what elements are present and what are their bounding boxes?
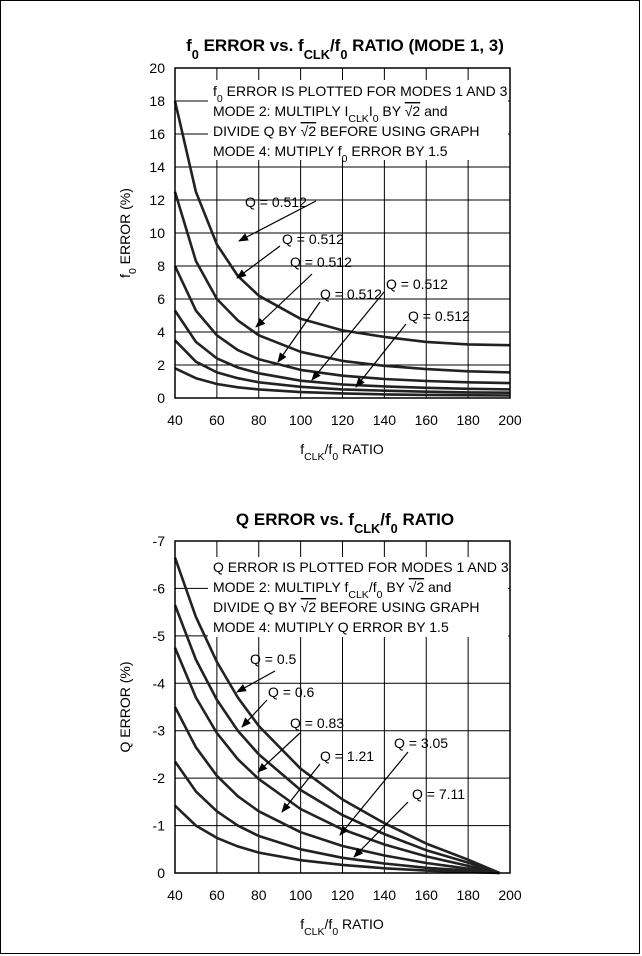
y-axis-label: Q ERROR (%) [117,662,133,753]
x-axis-label: fCLK/f0 RATIO [300,441,384,463]
x-tick-label: 120 [331,887,355,903]
annotation-label: Q = 1.21 [320,748,374,764]
series-line-4 [173,706,500,875]
chart-1: f0 ERROR IS PLOTTED FOR MODES 1 AND 3MOD… [117,36,522,463]
annotation-label: Q = 0.512 [282,231,344,247]
annotation-label: Q = 0.512 [408,308,470,324]
annotation-arrow [238,200,317,242]
x-tick-label: 80 [251,412,267,428]
annotation-arrow [277,301,321,363]
note-line-2: MODE 2: MULTIPLY fCLK/f0 BY √2 and [213,579,451,601]
y-tick-label: 10 [149,225,165,241]
x-tick-label: 160 [415,412,439,428]
chart-title: Q ERROR vs. fCLK/f0 RATIO [236,510,454,536]
annotation-arrow [255,273,313,328]
annotation-arrow [236,245,281,279]
note-line-4: MODE 4: MUTIPLY Q ERROR BY 1.5 [213,619,449,635]
x-tick-label: 140 [373,887,397,903]
annotation-label: Q = 7.11 [412,786,465,802]
y-tick-label: 6 [157,291,165,307]
y-tick-label: 16 [149,126,165,142]
x-tick-label: 180 [456,887,480,903]
x-tick-label: 160 [415,887,439,903]
x-tick-label: 60 [209,887,225,903]
y-tick-label: 20 [149,60,165,76]
y-tick-label: 0 [157,390,165,406]
x-axis-label: fCLK/f0 RATIO [300,916,384,938]
x-tick-label: 100 [289,412,313,428]
note-line-3: DIVIDE Q BY √2 BEFORE USING GRAPH [213,123,480,139]
note-line-1: Q ERROR IS PLOTTED FOR MODES 1 AND 3 [213,559,509,575]
annotation-label: Q = 0.512 [245,194,307,210]
plot-frame [174,540,511,874]
series-line-2 [173,191,511,374]
annotation-arrow [236,670,276,693]
y-tick-label: 14 [149,159,165,175]
x-tick-label: 100 [289,887,313,903]
note-line-4: MODE 4: MUTIPLY f0 ERROR BY 1.5 [213,143,448,165]
y-tick-label: 4 [157,324,165,340]
annotation-label: Q = 0.83 [290,715,344,731]
y-tick-label: 2 [157,357,165,373]
y-tick-label: -2 [153,770,166,786]
x-tick-label: 200 [498,887,522,903]
note-background [208,80,508,160]
y-tick-label: -4 [153,675,166,691]
series-line-5 [173,760,500,875]
chart-2: Q ERROR IS PLOTTED FOR MODES 1 AND 3 MODE… [117,510,522,938]
series-line-1 [173,100,511,347]
series-line-3 [173,265,511,385]
series-line-3 [173,647,500,875]
annotation-label: Q = 0.512 [386,276,448,292]
y-tick-label: 8 [157,258,165,274]
series-line-2 [173,604,500,875]
y-tick-label: -3 [153,723,166,739]
annotation-arrow [355,323,407,388]
annotation-arrow [353,801,409,858]
annotation-label: Q = 0.5 [250,651,297,667]
x-tick-label: 120 [331,412,355,428]
x-tick-label: 180 [456,412,480,428]
series-line-1 [173,557,501,875]
chart-title: f0 ERROR vs. fCLK/f0 RATIO (MODE 1, 3) [186,36,504,62]
note-line-3: DIVIDE Q BY √2 BEFORE USING GRAPH [213,599,480,615]
x-tick-label: 40 [167,887,183,903]
x-tick-label: 60 [209,412,225,428]
annotation-arrow [281,763,321,813]
y-tick-label: 12 [149,192,165,208]
annotation-arrow [241,699,268,728]
y-tick-label: -5 [153,628,166,644]
series-line-6 [174,804,500,875]
y-tick-label: -1 [153,818,166,834]
note-background [208,557,508,637]
y-tick-label: -6 [153,580,166,596]
y-tick-label: 18 [149,93,165,109]
annotation-arrow [311,291,385,381]
x-tick-label: 200 [498,412,522,428]
annotation-label: Q = 3.05 [394,735,448,751]
x-tick-label: 140 [373,412,397,428]
y-tick-label: 0 [157,865,165,881]
annotation-arrow [339,751,409,836]
x-tick-label: 40 [167,412,183,428]
series-line-5 [174,339,511,394]
series-line-6 [174,367,511,397]
annotation-label: Q = 0.512 [290,254,352,270]
annotation-label: Q = 0.512 [320,286,382,302]
y-axis-label: f0 ERROR (%) [117,188,139,278]
annotation-label: Q = 0.6 [268,684,315,700]
note-line-2: MODE 2: MULTIPLY ICLKI0 BY √2 and [213,103,447,125]
y-tick-label: -7 [153,533,166,549]
x-tick-label: 80 [251,887,267,903]
plot-frame [174,67,511,399]
annotation-arrow [257,732,301,773]
series-line-4 [173,309,511,391]
note-line-1: f0 ERROR IS PLOTTED FOR MODES 1 AND 3 [213,83,508,105]
